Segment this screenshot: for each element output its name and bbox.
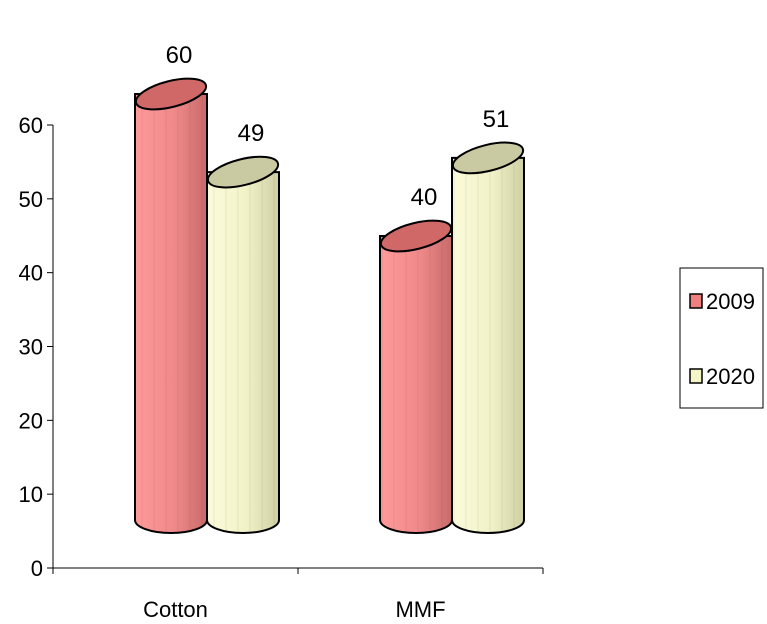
x-tick-label: MMF [395,597,445,622]
bars [134,77,525,534]
x-ticks: Cotton MMF [52,568,544,622]
y-tick-label: 60 [19,113,43,138]
y-tick-label: 50 [19,187,43,212]
y-ticks: 0 10 20 30 40 50 60 [19,113,53,581]
data-labels: 60 49 40 51 [166,42,510,211]
y-tick-label: 40 [19,261,43,286]
bar-2020-mmf [451,141,525,534]
bar-2009-cotton [134,77,208,534]
bar-top [134,77,208,111]
data-label-2020-mmf: 51 [483,106,510,133]
bar-stripes [452,157,524,533]
legend-frame [679,267,764,409]
data-label-2009-cotton: 60 [166,42,193,69]
data-label-2020-cotton: 49 [238,120,265,147]
legend-label-2020: 2020 [706,364,755,389]
y-tick-label: 20 [19,408,43,433]
bar-outline [451,156,525,534]
y-tick-label: 10 [19,482,43,507]
bar-stripes [380,236,452,533]
bar-outline [206,171,280,534]
y-tick-label: 30 [19,335,43,360]
data-label-2009-mmf: 40 [411,184,438,211]
legend: 2009 2020 [679,267,764,409]
y-tick-label: 0 [31,556,43,581]
legend-swatch-2009 [689,293,703,309]
x-tick-label: Cotton [143,597,208,622]
bar-top [451,141,525,175]
bar-top [206,155,280,189]
bar-stripes [207,172,279,533]
bar-top [379,219,453,253]
legend-label-2009: 2009 [706,289,755,314]
bar-outline [379,235,453,534]
bar-stripes [135,94,207,533]
bar-2009-mmf [379,219,453,534]
axes: 0 10 20 30 40 50 60 Cotton MMF [19,113,544,622]
legend-swatch-2020 [689,368,703,384]
bar-2020-cotton [206,155,280,534]
bar-outline [134,93,208,534]
